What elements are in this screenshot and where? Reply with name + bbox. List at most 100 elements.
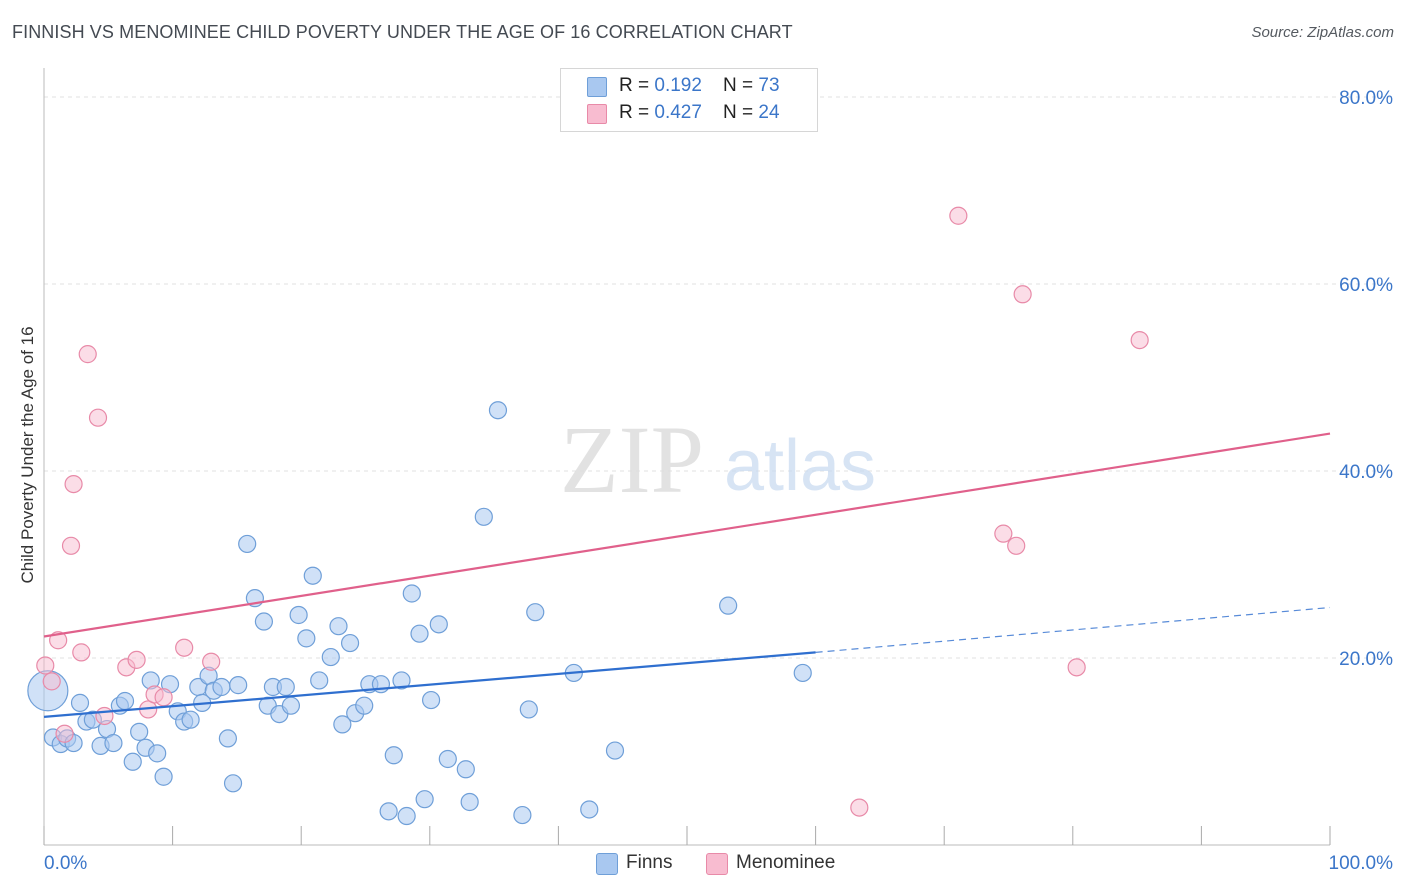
- menominee-point: [127, 650, 146, 669]
- menominee-point: [88, 408, 108, 427]
- menominee-r-value: 0.427: [654, 102, 702, 123]
- finns-n-value: 73: [758, 75, 780, 96]
- menominee-point: [1067, 658, 1086, 677]
- finns-point: [310, 671, 329, 690]
- finns-point: [229, 676, 248, 695]
- finns-point: [415, 790, 434, 809]
- watermark-zip: ZIP: [560, 406, 704, 513]
- finns-point: [605, 741, 625, 760]
- menominee-point: [202, 652, 221, 671]
- finns-point: [115, 691, 135, 711]
- y-tick-label: 40.0%: [1339, 462, 1393, 483]
- finns-point: [238, 534, 257, 554]
- finns-trend-extension: [815, 606, 1331, 653]
- y-axis-label: Child Poverty Under the Age of 16: [18, 326, 37, 584]
- finns-point: [379, 802, 398, 821]
- watermark-atlas: atlas: [724, 426, 876, 506]
- finns-point: [70, 693, 90, 712]
- finns-r-label: R =: [619, 75, 655, 96]
- menominee-legend-swatch: [706, 853, 728, 875]
- menominee-point: [64, 474, 83, 494]
- finns-point: [355, 696, 374, 715]
- menominee-point: [36, 656, 55, 675]
- menominee-point: [994, 524, 1013, 543]
- finns-point: [456, 760, 475, 779]
- finns-point: [223, 774, 243, 793]
- menominee-point: [1013, 285, 1032, 304]
- tick-labels: 20.0% 40.0% 60.0% 80.0% 0.0% 100.0%: [44, 88, 1393, 874]
- menominee-point: [61, 536, 81, 555]
- finns-point: [148, 744, 167, 763]
- menominee-legend-label: Menominee: [736, 852, 836, 873]
- finns-point: [254, 612, 274, 631]
- finns-point: [384, 746, 403, 765]
- finns-point: [392, 671, 411, 690]
- finns-point: [333, 715, 352, 734]
- menominee-point: [949, 206, 968, 225]
- finns-point: [154, 767, 173, 786]
- finns-point: [410, 624, 429, 643]
- correlation-legend: R = 0.192 N = 73 R = 0.427 N = 24: [560, 68, 818, 132]
- menominee-point: [1007, 536, 1026, 555]
- menominee-point: [72, 643, 91, 662]
- axes: [43, 68, 1331, 846]
- menominee-point: [78, 345, 97, 364]
- menominee-n-value: 24: [758, 102, 780, 123]
- y-tick-label: 60.0%: [1339, 275, 1393, 296]
- finns-point: [276, 677, 295, 697]
- menominee-point: [154, 688, 173, 707]
- finns-legend-swatch: [596, 853, 618, 875]
- menominee-point: [1130, 331, 1149, 350]
- menominee-point: [55, 724, 74, 743]
- y-tick-label: 80.0%: [1339, 88, 1393, 109]
- finns-point: [719, 596, 738, 615]
- x-tick-label: 0.0%: [44, 853, 87, 874]
- finns-r-value: 0.192: [654, 75, 702, 96]
- finns-point: [793, 663, 812, 683]
- y-tick-label: 20.0%: [1339, 649, 1393, 670]
- grid-lines: [44, 96, 1392, 659]
- finns-point: [329, 617, 348, 636]
- finns-point: [104, 733, 123, 753]
- menominee-point: [42, 672, 61, 691]
- menominee-trend-line: [43, 432, 1331, 638]
- finns-point: [397, 806, 416, 826]
- finns-swatch: [587, 77, 607, 97]
- finns-point: [460, 792, 479, 812]
- chart-title: FINNISH VS MENOMINEE CHILD POVERTY UNDER…: [12, 22, 793, 42]
- finns-point: [402, 584, 421, 603]
- source-credit: Source: ZipAtlas.com: [1251, 24, 1394, 41]
- menominee-n-label: N =: [723, 102, 759, 123]
- data-points: [27, 206, 1149, 826]
- finns-point: [519, 700, 538, 719]
- finns-point: [429, 615, 448, 634]
- finns-point: [526, 603, 545, 622]
- finns-point: [340, 633, 360, 653]
- finns-point: [474, 507, 493, 526]
- finns-point: [218, 729, 237, 748]
- finns-trend-line: [43, 651, 816, 719]
- menominee-point: [850, 798, 869, 817]
- x-tick-label: 100.0%: [1329, 853, 1394, 874]
- finns-point: [321, 647, 340, 667]
- finns-point: [212, 677, 231, 697]
- menominee-point: [175, 638, 194, 657]
- finns-legend-label: Finns: [626, 852, 673, 873]
- menominee-swatch: [587, 104, 607, 124]
- finns-point: [580, 800, 599, 819]
- finns-point: [421, 690, 441, 710]
- finns-point: [289, 605, 308, 625]
- finns-point: [513, 805, 532, 825]
- finns-point: [438, 749, 457, 769]
- trend-lines: [43, 432, 1331, 719]
- finns-n-label: N =: [723, 75, 759, 96]
- menominee-point: [95, 706, 114, 726]
- menominee-r-label: R =: [619, 102, 655, 123]
- finns-point: [281, 696, 301, 715]
- finns-point: [181, 710, 200, 729]
- finns-point: [123, 752, 142, 771]
- finns-point: [297, 629, 316, 648]
- finns-point: [130, 722, 149, 741]
- finns-point: [488, 401, 508, 420]
